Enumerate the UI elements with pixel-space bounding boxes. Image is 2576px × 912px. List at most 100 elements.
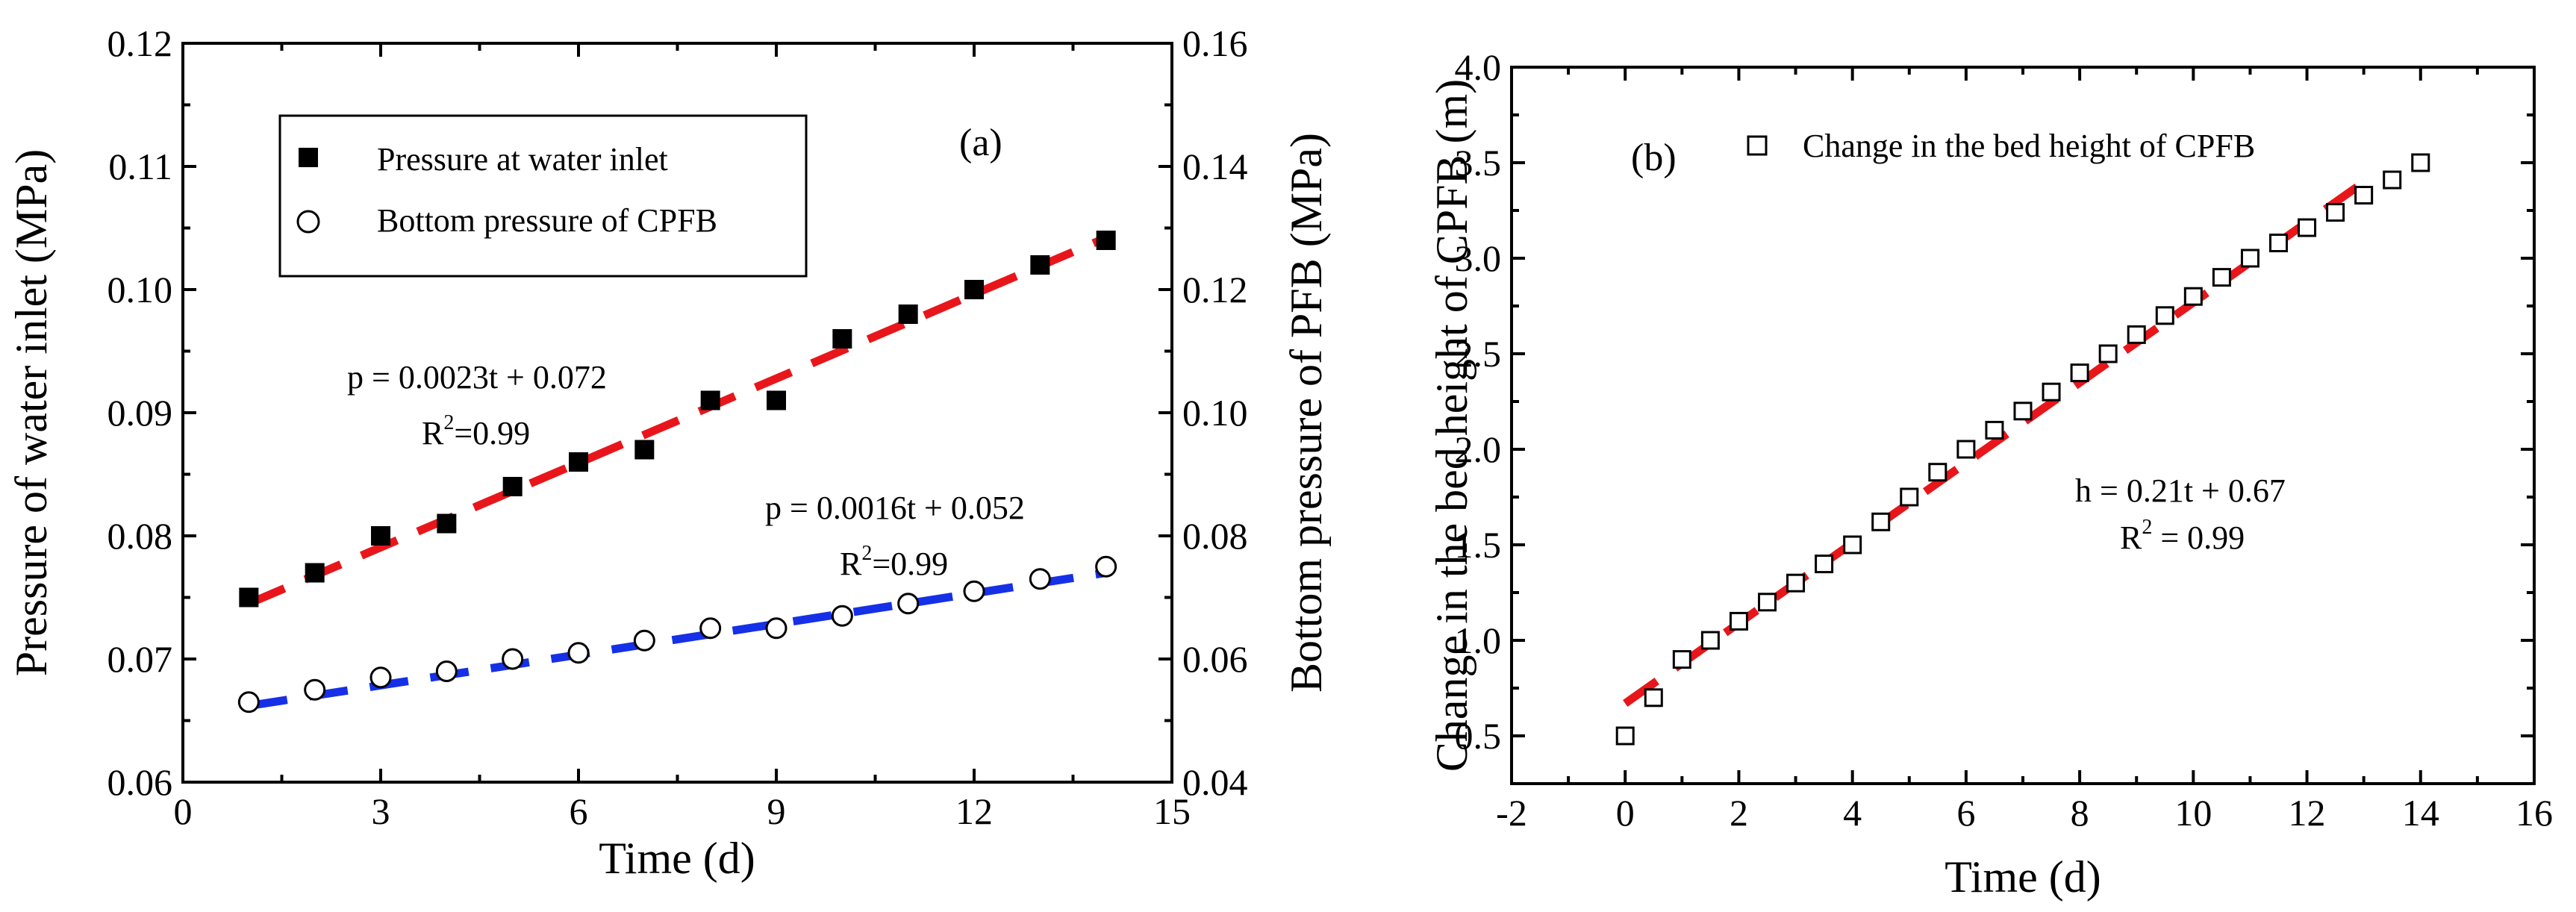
y-tick-label: 0.10 <box>107 269 173 310</box>
y2-tick-label: 0.04 <box>1182 761 1248 803</box>
data-point-cpfb-bottom <box>963 580 985 602</box>
data-point-bed-height <box>2354 186 2374 205</box>
data-point-water-inlet <box>437 513 457 534</box>
data-point-water-inlet <box>898 304 918 324</box>
data-point-water-inlet <box>964 280 984 299</box>
x-tick-label: 3 <box>372 790 390 832</box>
y2-tick-label: 0.08 <box>1182 515 1248 557</box>
x-tick-label: 12 <box>2289 792 2326 834</box>
legend-label: Pressure at water inlet <box>377 141 668 178</box>
data-point-cpfb-bottom <box>765 617 788 640</box>
data-point-bed-height <box>1644 688 1663 708</box>
legend-marker-open-square <box>1747 135 1768 156</box>
panel-a-points <box>237 231 1117 713</box>
data-point-bed-height <box>2098 344 2118 363</box>
data-point-bed-height <box>1615 726 1635 746</box>
data-point-water-inlet <box>305 563 325 583</box>
data-point-bed-height <box>1815 555 1834 574</box>
fit-r2-blue: R2=0.99 <box>840 542 948 582</box>
y-tick-label: 3.5 <box>1455 142 1502 184</box>
data-point-cpfb-bottom <box>897 593 920 615</box>
data-point-cpfb-bottom <box>633 629 655 652</box>
panel-a-label: (a) <box>959 122 1002 164</box>
y2-tick-label: 0.10 <box>1182 392 1248 434</box>
data-point-bed-height <box>1758 593 1777 612</box>
y-axis-title: Change in the bed height of CPFB (m) <box>1427 79 1476 772</box>
data-point-water-inlet <box>502 477 523 496</box>
y-tick-label: 0.07 <box>107 638 173 680</box>
panel-a-ticks: 0 3 6 9 12 15 0.06 0.07 0.08 0.09 0.10 0.11 0.12 0.04… <box>107 22 1248 832</box>
data-point-bed-height <box>2155 306 2174 325</box>
x-tick-label: 0 <box>174 790 193 832</box>
data-point-bed-height <box>2240 249 2260 268</box>
y2-tick-label: 0.12 <box>1182 269 1248 310</box>
data-point-cpfb-bottom <box>1029 568 1051 590</box>
legend-label: Change in the bed height of CPFB <box>1803 128 2255 164</box>
y-tick-label: 0.5 <box>1455 715 1502 757</box>
y-axis-title: Pressure of water inlet (MPa) <box>7 149 56 676</box>
data-point-water-inlet <box>700 390 720 410</box>
data-point-water-inlet <box>1096 231 1116 250</box>
y-tick-label: 0.06 <box>107 761 173 803</box>
x-tick-label: 6 <box>570 790 588 832</box>
x-axis-title: Time (d) <box>599 834 755 883</box>
data-point-bed-height <box>2042 382 2061 402</box>
x-tick-label: 10 <box>2174 792 2212 834</box>
panel-b-ticks: -2 0 2 4 6 8 10 12 14 16 0.5 1.0 1.5 2.0 2.5 3.0 3.5 4.0 <box>1455 46 2554 834</box>
data-point-water-inlet <box>767 390 786 410</box>
x-tick-label: 14 <box>2402 792 2439 834</box>
data-point-water-inlet <box>371 526 390 546</box>
x-tick-label: 0 <box>1616 792 1635 834</box>
x-tick-label: 9 <box>767 790 786 832</box>
y-tick-label: 1.5 <box>1455 524 1502 566</box>
y2-axis-title: Bottom pressure of PFB (MPa) <box>1282 133 1331 693</box>
data-point-cpfb-bottom <box>304 678 326 701</box>
x-axis-title: Time (d) <box>1945 852 2101 902</box>
x-tick-label: 15 <box>1153 790 1191 832</box>
data-point-cpfb-bottom <box>699 617 722 640</box>
x-tick-label: 16 <box>2516 792 2553 834</box>
data-point-bed-height <box>1928 463 1947 482</box>
data-point-cpfb-bottom <box>369 666 392 689</box>
x-tick-label: 4 <box>1843 792 1862 834</box>
data-point-bed-height <box>2269 234 2288 253</box>
data-point-bed-height <box>2298 218 2317 237</box>
legend-label: Bottom pressure of CPFB <box>377 202 717 239</box>
data-point-bed-height <box>1672 650 1691 669</box>
y-tick-label: 0.08 <box>107 515 173 557</box>
legend-marker-open-circle <box>296 210 320 234</box>
data-point-water-inlet <box>634 440 655 460</box>
panel-b-label: (b) <box>1631 137 1677 179</box>
y2-tick-label: 0.16 <box>1182 22 1248 64</box>
data-point-bed-height <box>1900 487 1919 507</box>
panel-a-legend: Pressure at water inlet Bottom pressure … <box>278 114 808 278</box>
data-point-water-inlet <box>569 452 588 472</box>
fit-equation-red: p = 0.0023t + 0.072 <box>347 359 607 396</box>
data-point-bed-height <box>2411 153 2430 172</box>
data-point-bed-height <box>1700 631 1720 650</box>
fit-line <box>247 234 1108 608</box>
x-tick-label: 2 <box>1730 792 1748 834</box>
data-point-water-inlet <box>1030 255 1050 275</box>
fit-equation-red: h = 0.21t + 0.67 <box>2075 472 2286 509</box>
data-point-water-inlet <box>832 329 852 349</box>
y2-tick-label: 0.06 <box>1182 638 1248 680</box>
y-tick-label: 0.11 <box>108 146 172 187</box>
panel-a: 0 3 6 9 12 15 0.06 0.07 0.08 0.09 0.10 0.11 0.12 0.04… <box>7 22 1331 883</box>
data-point-bed-height <box>2326 203 2345 222</box>
fit-equation-blue: p = 0.0016t + 0.052 <box>765 490 1025 526</box>
y-tick-label: 1.0 <box>1455 619 1502 661</box>
x-tick-label: -2 <box>1496 792 1527 834</box>
data-point-bed-height <box>2383 170 2402 190</box>
data-point-bed-height <box>2013 402 2033 421</box>
data-point-bed-height <box>1786 573 1806 593</box>
data-point-cpfb-bottom <box>567 642 590 664</box>
data-point-cpfb-bottom <box>1095 555 1117 578</box>
x-tick-label: 6 <box>1956 792 1975 834</box>
data-point-bed-height <box>2070 363 2089 383</box>
y-tick-label: 0.12 <box>107 22 173 64</box>
data-point-bed-height <box>2127 325 2146 344</box>
fit-r2-red: R2 = 0.99 <box>2120 516 2245 556</box>
data-point-cpfb-bottom <box>831 605 853 627</box>
